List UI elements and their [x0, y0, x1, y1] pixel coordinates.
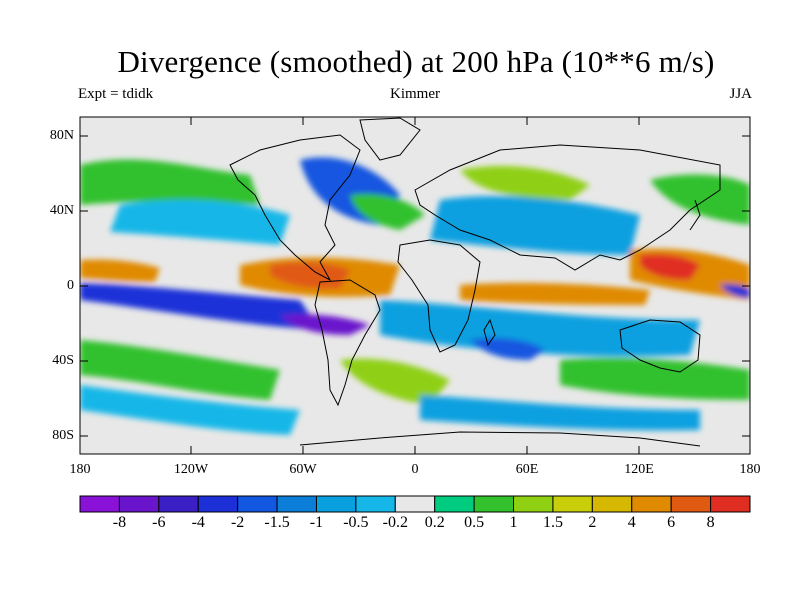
lat-label-0: 0 — [67, 278, 74, 293]
colorbar-tick-label: 4 — [627, 514, 636, 531]
lon-label-60e: 60E — [515, 462, 539, 477]
lat-label-40s: 40S — [52, 353, 74, 368]
colorbar-tick-label: -0.2 — [382, 514, 408, 531]
lat-label-80s: 80S — [52, 428, 74, 443]
colorbar-tick-label: -8 — [112, 514, 127, 531]
lon-label-60w: 60W — [289, 462, 317, 477]
field-green-nw-pacific — [650, 174, 750, 225]
lon-label-180e: 180 — [739, 462, 761, 477]
colorbar-box — [473, 495, 515, 513]
colorbar-tick-label: -1.5 — [264, 514, 290, 531]
field-green-n-pacific — [80, 159, 260, 205]
colorbar-box — [394, 495, 436, 513]
colorbar-box — [710, 495, 751, 513]
colorbar-box — [118, 495, 160, 513]
colorbar-tick-label: -0.5 — [343, 514, 369, 531]
colorbar — [79, 495, 751, 513]
colorbar-box — [355, 495, 396, 513]
coast-africa — [397, 239, 481, 353]
lon-label-120w: 120W — [173, 462, 209, 477]
axis-ticks — [80, 117, 750, 454]
field-blue-pacific-equator — [80, 283, 320, 330]
colorbar-tick-label: 8 — [706, 514, 715, 531]
colorbar-tick-label: 1 — [509, 514, 518, 531]
lon-label-0: 0 — [411, 462, 419, 477]
field-purple-s-america — [280, 314, 370, 335]
lat-label-80n: 80N — [49, 128, 74, 143]
coast-antarctica — [299, 431, 701, 447]
colorbar-tick-label: 2 — [588, 514, 597, 531]
colorbar-tick-label: 0.2 — [424, 514, 445, 531]
field-cyan-s-indian — [380, 300, 700, 357]
coast-australia — [619, 319, 701, 373]
colorbar-tick-label: -2 — [230, 514, 245, 531]
colorbar-box — [434, 495, 475, 513]
coast-japan — [689, 199, 701, 231]
divergence-field — [80, 117, 750, 454]
field-orange-africa-indian — [460, 282, 650, 305]
coast-greenland — [359, 117, 421, 161]
colorbar-tick-label: -1 — [309, 514, 324, 531]
colorbar-box — [552, 495, 593, 513]
colorbar-tick-label: 0.5 — [464, 514, 485, 531]
field-cyan-n-pacific — [110, 199, 290, 245]
field-cyan-s-pacific — [80, 385, 300, 435]
colorbar-box — [670, 495, 712, 513]
lon-label-120e: 120E — [624, 462, 654, 477]
model-label: Kimmer — [390, 86, 440, 102]
field-green-s-atlantic — [340, 358, 450, 405]
field-blue-e-indian — [720, 284, 750, 298]
field-green-asia — [460, 165, 590, 200]
lat-label-40n: 40N — [49, 203, 74, 218]
field-green-s-pacific — [80, 340, 280, 400]
field-orange-c-pacific — [80, 259, 160, 282]
plot-title: Divergence (smoothed) at 200 hPa (10**6 … — [117, 44, 715, 79]
colorbar-box — [79, 495, 120, 513]
field-cyan-eurasia — [430, 195, 640, 255]
field-red-w-pacific — [640, 254, 700, 280]
colorbar-tick-label: 1.5 — [542, 514, 563, 531]
coast-south-america — [314, 279, 381, 407]
colorbar-box — [631, 495, 672, 513]
field-green-s-indian — [560, 358, 750, 400]
experiment-label: Expt = tdidk — [78, 86, 154, 102]
lon-label-180w: 180 — [69, 462, 91, 477]
colorbar-box — [276, 495, 317, 513]
colorbar-box — [513, 495, 554, 513]
colorbar-box — [315, 495, 357, 513]
colorbar-box — [158, 495, 199, 513]
colorbar-box — [197, 495, 239, 513]
coast-north-america — [229, 134, 361, 282]
colorbar-box — [591, 495, 633, 513]
coastlines — [229, 117, 721, 447]
coast-eurasia — [414, 144, 721, 271]
field-cyan-southern-ocean — [420, 395, 700, 431]
season-label: JJA — [729, 86, 752, 102]
field-red-e-pacific — [270, 262, 350, 289]
colorbar-tick-label: -4 — [191, 514, 205, 531]
colorbar-tick-label: 6 — [667, 514, 676, 531]
coast-madagascar — [483, 318, 496, 347]
colorbar-tick-label: -6 — [152, 514, 166, 531]
field-green-n-atlantic — [350, 193, 425, 230]
colorbar-box — [237, 495, 278, 513]
